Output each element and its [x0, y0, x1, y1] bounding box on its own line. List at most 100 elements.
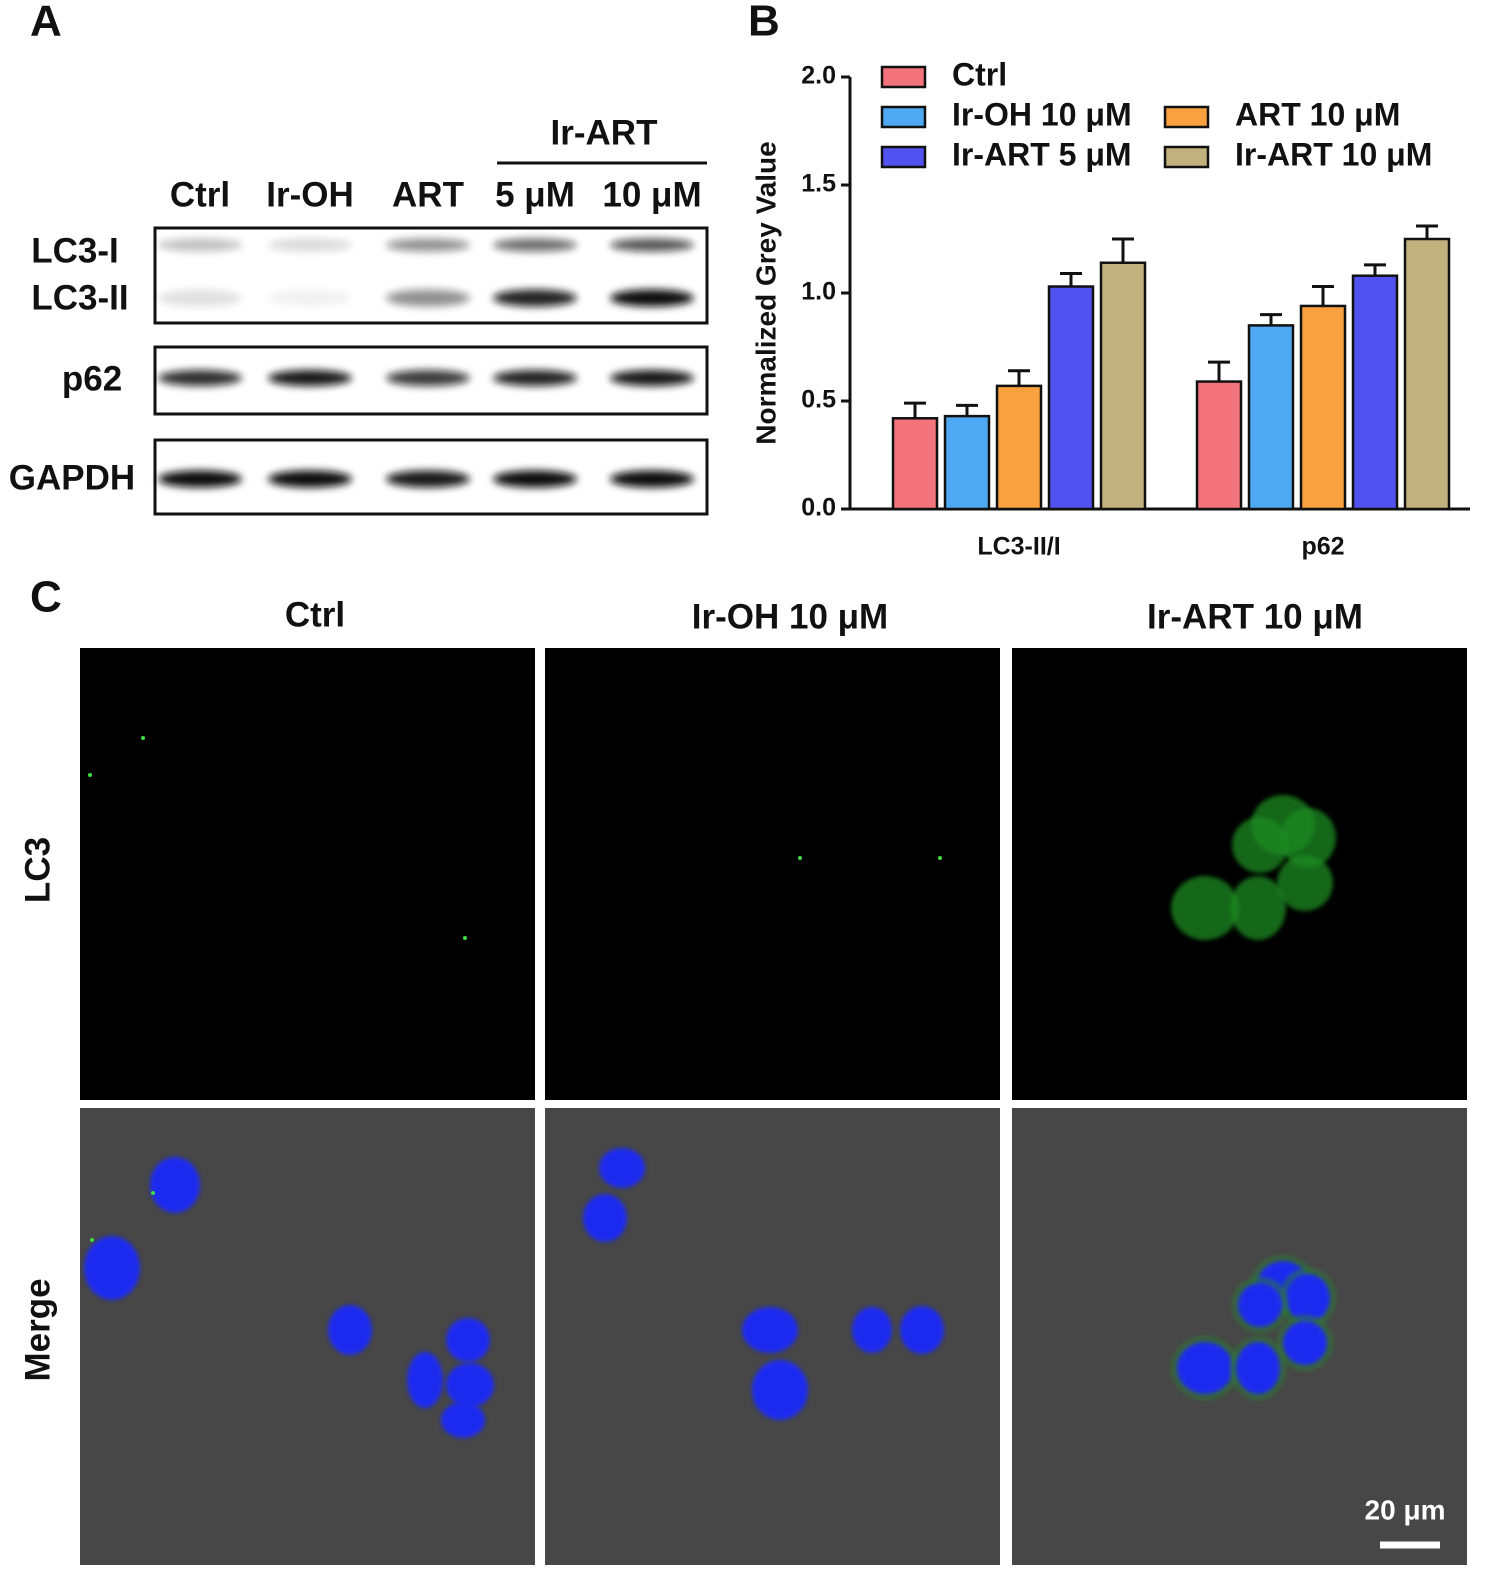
y-tick-label: 0.5 — [801, 386, 836, 414]
blot-band — [386, 289, 470, 307]
lane-label: 5 μM — [495, 175, 575, 214]
blot-band — [493, 238, 577, 252]
panel-label: A — [30, 0, 62, 46]
lc3-image — [1012, 648, 1467, 1100]
legend-swatch — [880, 65, 927, 89]
bar — [1351, 274, 1399, 511]
nucleus — [1286, 1274, 1330, 1322]
column-label: Ctrl — [285, 595, 345, 634]
legend-swatch — [1163, 145, 1210, 169]
blot-band — [610, 470, 694, 488]
bar-chart: 0.0 0.5 1.0 1.5 2.0 LC3-II/I p62 Ctrl Ir-OH 10 μ… — [801, 56, 1470, 561]
nucleus — [84, 1236, 140, 1300]
lane-label: Ctrl — [170, 175, 230, 214]
nucleus — [752, 1360, 808, 1420]
lc3-dot — [463, 936, 467, 940]
error-bar — [1208, 360, 1230, 382]
legend-label: Ir-ART 10 μM — [1235, 136, 1432, 172]
y-tick-label: 0.0 — [801, 494, 836, 522]
bar — [995, 384, 1043, 511]
blot-band — [386, 238, 470, 252]
nucleus — [583, 1194, 627, 1242]
blot-band — [158, 370, 242, 386]
bar — [1403, 237, 1451, 511]
blot-band — [493, 370, 577, 386]
blot-band — [268, 470, 352, 488]
blot-band — [386, 370, 470, 386]
x-tick-label: LC3-II/I — [977, 533, 1060, 561]
blot-row-label: GAPDH — [9, 458, 135, 497]
bar — [943, 414, 991, 511]
y-tick-label: 2.0 — [801, 62, 836, 90]
group-label: Ir-ART — [551, 113, 658, 152]
blot-bands — [158, 238, 694, 488]
blot-band — [610, 238, 694, 252]
blot-band — [610, 289, 694, 307]
y-axis-title: Normalized Grey Value — [750, 141, 781, 444]
nucleus — [900, 1306, 944, 1354]
nucleus — [446, 1363, 494, 1407]
column-label: Ir-OH 10 μM — [692, 597, 888, 636]
blot-band — [610, 370, 694, 386]
error-bar — [1260, 313, 1282, 326]
lc3-dot — [141, 736, 145, 740]
lc3-image — [545, 648, 1000, 1100]
blot-row-label: LC3-I — [31, 231, 119, 270]
lane-label: Ir-OH — [266, 175, 354, 214]
error-bar — [1416, 224, 1438, 239]
error-bar — [1112, 237, 1134, 263]
row-label: Merge — [18, 1278, 57, 1381]
bar — [1195, 380, 1243, 511]
lc3-dot — [938, 856, 942, 860]
blot-row-label: p62 — [62, 359, 122, 398]
lc3-dot — [88, 773, 92, 777]
lc3-cell — [1232, 817, 1288, 873]
error-bar — [1008, 369, 1030, 386]
lc3-cell — [1277, 855, 1333, 911]
nucleus — [742, 1307, 798, 1353]
blot-band — [158, 470, 242, 488]
lc3-dot — [90, 1238, 94, 1242]
nucleus — [150, 1157, 200, 1213]
lane-label: ART — [392, 175, 464, 214]
error-bar — [1364, 263, 1386, 276]
bar — [891, 417, 939, 511]
blot-band — [386, 470, 470, 488]
blot-band — [268, 370, 352, 386]
nucleus — [599, 1148, 645, 1188]
row-label: LC3 — [18, 837, 57, 903]
micrographs — [80, 648, 1467, 1565]
legend-label: ART 10 μM — [1235, 96, 1400, 132]
legend-swatch — [880, 105, 927, 129]
lc3-cell — [1280, 808, 1336, 868]
column-label: Ir-ART 10 μM — [1147, 597, 1363, 636]
legend-swatch — [880, 145, 927, 169]
legend-label: Ir-OH 10 μM — [952, 96, 1132, 132]
bar — [1099, 261, 1147, 511]
error-bar — [1312, 285, 1334, 306]
nucleus — [1238, 1283, 1282, 1327]
legend-swatch — [1163, 105, 1210, 129]
error-bar — [1060, 272, 1082, 287]
nucleus — [1177, 1342, 1233, 1394]
lc3-cell — [1230, 876, 1286, 940]
legend-label: Ctrl — [952, 56, 1007, 92]
merge-image — [1012, 1108, 1467, 1565]
lane-label: 10 μM — [602, 175, 701, 214]
blot-band — [493, 470, 577, 488]
panel-label: C — [30, 573, 62, 622]
bar — [1299, 304, 1347, 511]
nucleus — [1283, 1321, 1327, 1365]
scale-bar-label: 20 μm — [1365, 1494, 1446, 1525]
nucleus — [1236, 1342, 1280, 1394]
lc3-cell — [1171, 876, 1239, 940]
blot-band — [268, 289, 352, 307]
nucleus — [446, 1318, 490, 1362]
nucleus — [407, 1352, 443, 1408]
y-tick-label: 1.5 — [801, 170, 836, 198]
bar — [1047, 285, 1095, 511]
lc3-dot — [798, 856, 802, 860]
error-bar — [904, 401, 926, 419]
y-tick-label: 1.0 — [801, 278, 836, 306]
